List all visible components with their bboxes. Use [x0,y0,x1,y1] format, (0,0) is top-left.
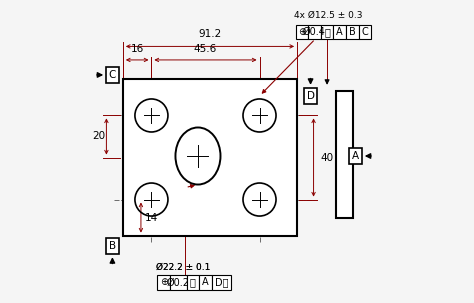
Text: 20: 20 [92,132,105,142]
Text: A: A [202,278,209,288]
Text: 91.2: 91.2 [198,29,222,39]
FancyBboxPatch shape [304,88,317,104]
Text: Ø0.4: Ø0.4 [303,27,326,37]
Bar [123,79,297,235]
Text: B: B [349,27,356,37]
Text: Ⓜ: Ⓜ [190,278,196,288]
Bar [336,92,353,218]
Text: 45.6: 45.6 [194,44,217,54]
Text: Ø22.2 ± 0.1: Ø22.2 ± 0.1 [156,263,210,272]
Bar [359,25,371,39]
Text: C: C [109,70,116,80]
Bar [157,275,170,290]
Bar [296,25,308,39]
Text: DⓂ: DⓂ [215,278,228,288]
Text: Ⓜ: Ⓜ [324,27,330,37]
Bar [212,275,231,290]
FancyBboxPatch shape [106,67,118,83]
Bar [333,25,346,39]
Bar [321,25,333,39]
Bar [187,275,199,290]
Text: 40: 40 [320,152,333,162]
Text: B: B [109,241,116,251]
Text: 16: 16 [130,44,144,54]
Text: Ø0.2: Ø0.2 [167,278,190,288]
Text: ⊕: ⊕ [160,278,168,288]
FancyBboxPatch shape [106,238,118,254]
Text: 4x Ø12.5 ± 0.3: 4x Ø12.5 ± 0.3 [294,11,363,20]
Text: ⊕: ⊕ [298,27,306,37]
Bar [199,275,212,290]
Text: A: A [337,27,343,37]
Bar [346,25,359,39]
Text: D: D [307,91,315,101]
FancyBboxPatch shape [349,148,362,164]
Text: A: A [352,151,359,161]
Text: 14: 14 [145,212,158,222]
Text: C: C [362,27,368,37]
Bar [170,275,187,290]
Text: Ø22.2 ± 0.1: Ø22.2 ± 0.1 [156,263,210,272]
Bar [308,25,321,39]
